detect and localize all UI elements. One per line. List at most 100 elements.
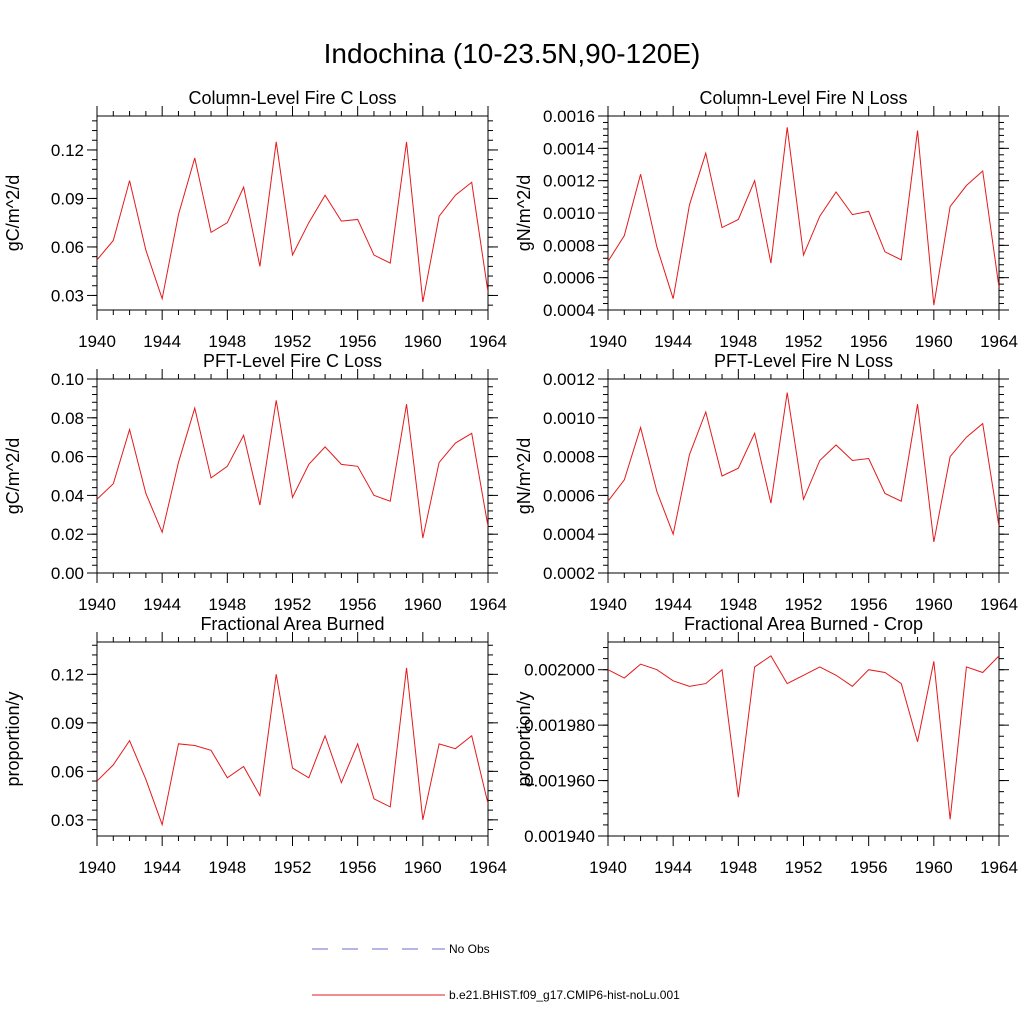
legend-label-no-obs: No Obs: [449, 942, 490, 956]
y-tick-label: 0.0008: [543, 448, 595, 467]
x-tick-label: 1944: [654, 595, 692, 614]
x-tick-label: 1948: [719, 858, 757, 877]
chart-panel: 1940 1944 1948 1952 1956 1960 1964 0.001940 0.00…: [514, 614, 1018, 877]
x-tick-label: 1952: [785, 858, 823, 877]
y-tick-label: 0.10: [51, 370, 84, 389]
x-tick-label: 1944: [143, 595, 181, 614]
panel-title: PFT-Level Fire C Loss: [203, 351, 382, 371]
x-tick-label: 1960: [915, 332, 953, 351]
x-tick-label: 1940: [589, 332, 627, 351]
chart-panel: 1940 1944 1948 1952 1956 1960 1964 0.0002 0.0004…: [514, 351, 1018, 614]
x-tick-label: 1964: [980, 858, 1018, 877]
series-line: [608, 392, 999, 543]
x-tick-label: 1952: [274, 858, 312, 877]
series-line: [97, 400, 488, 539]
series-line: [97, 141, 488, 303]
y-tick-label: 0.03: [51, 811, 84, 830]
x-tick-label: 1948: [208, 332, 246, 351]
x-tick-label: 1964: [469, 595, 507, 614]
chart-panel: 1940 1944 1948 1952 1956 1960 1964 0.03 0.06 0.09…: [3, 614, 507, 877]
y-tick-label: 0.0012: [543, 370, 595, 389]
panel-title: Fractional Area Burned: [200, 614, 384, 634]
x-tick-label: 1952: [785, 595, 823, 614]
y-tick-label: 0.12: [51, 665, 84, 684]
y-tick-label: 0.09: [51, 714, 84, 733]
series-line: [608, 655, 999, 820]
y-tick-label: 0.0016: [543, 107, 595, 126]
series-line: [97, 667, 488, 827]
y-axis-label: gC/m^2/d: [3, 438, 23, 514]
legend-label-model: b.e21.BHIST.f09_g17.CMIP6-hist-noLu.001: [449, 988, 680, 1002]
chart-panel: 1940 1944 1948 1952 1956 1960 1964 0.0004 0.0006…: [514, 88, 1018, 351]
x-tick-label: 1948: [719, 332, 757, 351]
y-tick-label: 0.00: [51, 564, 84, 583]
y-tick-label: 0.04: [51, 486, 84, 505]
y-tick-label: 0.03: [51, 286, 84, 305]
y-tick-label: 0.0012: [543, 172, 595, 191]
x-tick-label: 1956: [850, 595, 888, 614]
y-tick-label: 0.0014: [543, 139, 595, 158]
plot-frame: [96, 378, 489, 574]
chart-panel: 1940 1944 1948 1952 1956 1960 1964 0.00 0.02 0.04…: [3, 351, 507, 614]
x-tick-label: 1956: [339, 595, 377, 614]
x-tick-label: 1960: [915, 595, 953, 614]
y-axis-label: proportion/y: [514, 691, 534, 786]
plot-frame: [96, 115, 489, 311]
y-tick-label: 0.0002: [543, 564, 595, 583]
page-title: Indochina (10-23.5N,90-120E): [323, 38, 701, 69]
x-tick-label: 1944: [143, 332, 181, 351]
x-tick-label: 1944: [654, 858, 692, 877]
plot-frame: [607, 641, 1000, 837]
x-tick-label: 1948: [719, 595, 757, 614]
plot-frame: [607, 378, 1000, 574]
series-line: [608, 127, 999, 306]
x-tick-label: 1964: [469, 858, 507, 877]
x-tick-label: 1956: [850, 332, 888, 351]
y-tick-label: 0.09: [51, 189, 84, 208]
y-tick-label: 0.001960: [524, 772, 595, 791]
x-tick-label: 1948: [208, 858, 246, 877]
plot-frame: [607, 115, 1000, 311]
panel-title: PFT-Level Fire N Loss: [714, 351, 893, 371]
x-tick-label: 1964: [980, 332, 1018, 351]
x-tick-label: 1952: [785, 332, 823, 351]
panel-title: Column-Level Fire N Loss: [699, 88, 907, 108]
x-tick-label: 1952: [274, 332, 312, 351]
chart-panel: 1940 1944 1948 1952 1956 1960 1964 0.03 0.06 0.09…: [3, 88, 507, 351]
x-tick-label: 1964: [980, 595, 1018, 614]
y-tick-label: 0.06: [51, 238, 84, 257]
y-tick-label: 0.0010: [543, 409, 595, 428]
legend: No Obs b.e21.BHIST.f09_g17.CMIP6-hist-no…: [312, 942, 680, 1002]
x-tick-label: 1940: [589, 595, 627, 614]
x-tick-label: 1960: [404, 332, 442, 351]
x-tick-label: 1956: [339, 858, 377, 877]
y-tick-label: 0.0006: [543, 486, 595, 505]
x-tick-label: 1960: [404, 858, 442, 877]
y-axis-label: gN/m^2/d: [514, 438, 534, 514]
y-axis-label: gC/m^2/d: [3, 175, 23, 251]
y-tick-label: 0.12: [51, 141, 84, 160]
x-tick-label: 1940: [78, 858, 116, 877]
x-tick-label: 1944: [654, 332, 692, 351]
panel-title: Fractional Area Burned - Crop: [684, 614, 923, 634]
y-tick-label: 0.002000: [524, 661, 595, 680]
panel-title: Column-Level Fire C Loss: [188, 88, 396, 108]
x-tick-label: 1944: [143, 858, 181, 877]
y-tick-label: 0.0008: [543, 236, 595, 255]
y-tick-label: 0.08: [51, 409, 84, 428]
y-tick-label: 0.0004: [543, 301, 595, 320]
y-tick-label: 0.02: [51, 525, 84, 544]
y-tick-label: 0.001940: [524, 827, 595, 846]
y-axis-label: gN/m^2/d: [514, 175, 534, 251]
y-tick-label: 0.0004: [543, 525, 595, 544]
x-tick-label: 1956: [850, 858, 888, 877]
x-tick-label: 1952: [274, 595, 312, 614]
x-tick-label: 1940: [78, 595, 116, 614]
x-tick-label: 1956: [339, 332, 377, 351]
y-tick-label: 0.0010: [543, 204, 595, 223]
x-tick-label: 1960: [404, 595, 442, 614]
x-tick-label: 1940: [589, 858, 627, 877]
y-tick-label: 0.001980: [524, 716, 595, 735]
y-tick-label: 0.0006: [543, 269, 595, 288]
